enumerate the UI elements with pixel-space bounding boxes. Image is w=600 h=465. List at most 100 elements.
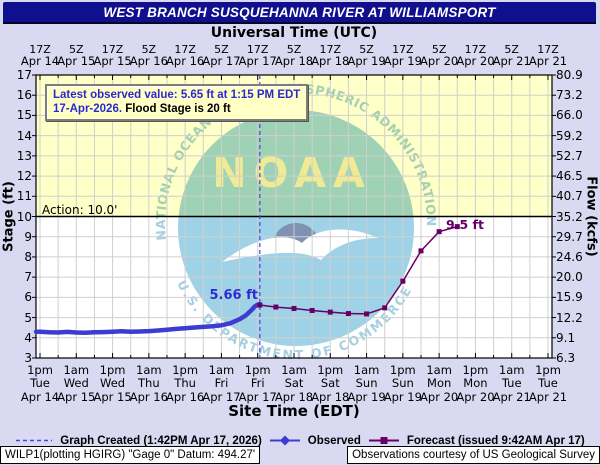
stage-tick-label: 6 [24,290,32,305]
site-time-axis-title: Site Time (EDT) [228,402,360,420]
utc-hour-tick-label: 5Z [141,43,157,56]
flow-tick-label: 46.5 [556,169,583,184]
utc-hour-tick-label: 5Z [504,43,519,56]
site-day-tick-label: Mon [463,376,488,390]
stage-tick-label: 13 [16,148,32,163]
site-day-tick-label: Tue [30,376,50,390]
stage-tick-label: 16 [16,88,32,103]
utc-date-tick-label: Apr 19 [347,54,386,68]
flow-tick-label: 15.9 [556,290,583,305]
utc-hour-tick-label: 17Z [101,43,124,56]
callout-date: 17-Apr-2026. [53,103,123,115]
utc-date-tick-label: Apr 17 [238,54,277,68]
site-date-tick-label: Apr 15 [57,390,96,404]
site-hour-tick-label: 1am [281,363,307,377]
utc-date-tick-label: Apr 16 [129,54,168,68]
stage-tick-label: 15 [16,108,32,123]
site-hour-tick-label: 1pm [317,363,344,377]
site-day-tick-label: Fri [250,376,265,390]
action-stage-label: Action: 10.0' [42,203,118,217]
site-hour-tick-label: 1am [136,363,162,377]
forecast-point-marker [257,302,263,308]
noaa-dark-sea [272,223,320,247]
forecast-point-marker [418,248,424,254]
site-hour-tick-label: 1am [353,363,380,377]
site-hour-tick-label: 1am [426,363,452,377]
utc-date-tick-label: Apr 15 [93,54,132,68]
observed-line-sample [269,435,300,446]
site-date-tick-label: Apr 20 [456,390,495,404]
stage-tick-label: 3 [24,351,32,365]
site-date-tick-label: Apr 20 [420,390,459,404]
utc-date-tick-label: Apr 21 [528,54,568,68]
utc-hour-tick-label: 5Z [359,43,374,56]
site-date-tick-label: Apr 15 [93,390,132,404]
utc-date-tick-label: Apr 19 [383,54,422,68]
station-datum-box: WILP1(plotting HGIRG) "Gage 0" Datum: 49… [0,446,261,464]
utc-hour-tick-label: 5Z [69,43,84,56]
stage-tick-label: 10 [16,209,32,224]
utc-hour-tick-label: 17Z [537,43,559,56]
flow-tick-label: 52.7 [556,148,583,163]
stage-tick-label: 17 [16,68,32,82]
utc-hour-tick-label: 17Z [29,43,51,56]
utc-date-tick-label: Apr 16 [166,54,205,68]
stage-tick-label: 5 [24,310,32,325]
forecast-point-marker [364,311,370,317]
site-date-tick-label: Apr 21 [492,390,531,404]
flow-tick-label: 29.7 [556,229,583,244]
site-date-tick-label: Apr 17 [238,390,277,404]
site-day-tick-label: Tue [501,376,522,390]
site-day-tick-label: Wed [63,376,89,390]
stage-tick-label: 9 [24,229,32,244]
stage-tick-label: 11 [16,189,32,204]
site-day-tick-label: Wed [100,376,126,390]
site-hour-tick-label: 1pm [535,363,561,377]
flow-tick-label: 80.9 [556,68,583,82]
site-hour-tick-label: 1pm [27,363,53,377]
site-day-tick-label: Mon [427,376,452,390]
site-hour-tick-label: 1am [63,363,90,377]
flow-tick-label: 12.2 [556,310,583,325]
site-day-tick-label: Thu [174,376,196,390]
observed-peak-value: 5.66 ft [209,288,258,303]
site-date-tick-label: Apr 18 [311,390,350,404]
site-day-tick-label: Sat [320,376,340,390]
noaa-acronym: NOAA [212,149,372,197]
utc-date-tick-label: Apr 20 [420,54,459,68]
utc-hour-tick-label: 17Z [246,43,269,56]
stage-axis-title: Stage (ft) [1,181,17,252]
utc-date-tick-label: Apr 20 [456,54,495,68]
flow-tick-label: 73.2 [556,88,583,103]
graph-created-line-sample [16,439,53,442]
utc-hour-tick-label: 5Z [214,43,229,56]
utc-axis-title: Universal Time (UTC) [210,25,378,41]
site-date-tick-label: Apr 16 [129,390,168,404]
site-hour-tick-label: 1am [498,363,525,377]
flow-tick-label: 20.0 [556,270,583,285]
utc-date-tick-label: Apr 18 [311,54,350,68]
flow-tick-label: 35.2 [556,209,583,224]
utc-date-tick-label: Apr 21 [492,54,531,68]
utc-hour-tick-label: 17Z [319,43,342,56]
site-date-tick-label: Apr 16 [166,390,205,404]
site-day-tick-label: Fri [214,376,229,390]
utc-hour-tick-label: 5Z [431,43,447,56]
latest-observed-callout: Latest observed value: 5.65 ft at 1:15 P… [45,84,309,121]
legend-graph-created-label: Graph Created (1:42PM Apr 17, 2026) [60,434,262,447]
flood-stage-note: Flood Stage is 20 ft [125,103,231,115]
callout-line1: Latest observed value: 5.65 ft at 1:15 P… [53,89,301,101]
site-hour-tick-label: 1pm [244,363,271,377]
forecast-point-marker [273,304,279,310]
flow-tick-label: 59.2 [556,128,583,143]
site-date-tick-label: Apr 17 [202,390,241,404]
utc-date-tick-label: Apr 14 [20,54,60,68]
site-date-tick-label: Apr 21 [528,390,568,404]
flow-tick-label: 9.1 [556,330,576,345]
stage-tick-label: 14 [16,128,32,143]
forecast-point-marker [309,307,315,313]
stage-tick-label: 8 [24,249,32,264]
legend-observed-label: Observed [307,434,361,447]
stage-tick-label: 4 [24,330,32,345]
